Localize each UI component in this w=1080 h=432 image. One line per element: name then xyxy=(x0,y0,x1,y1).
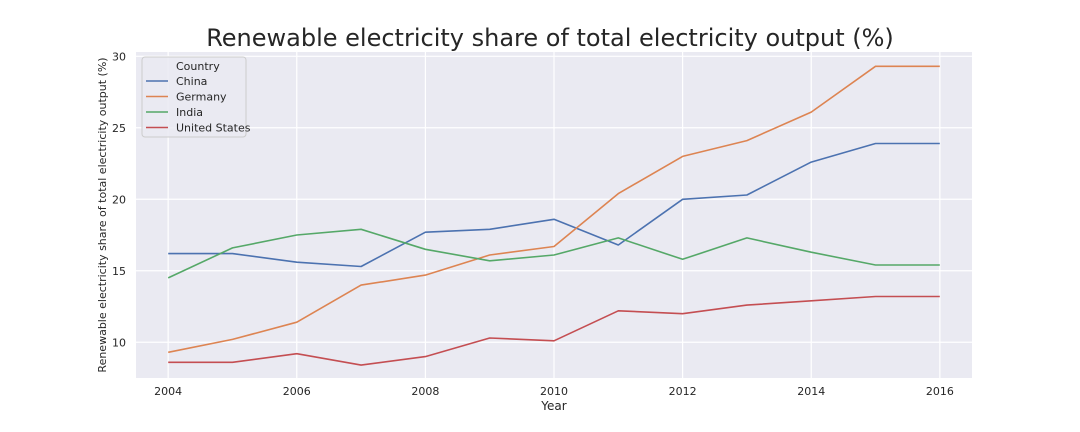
y-tick-label: 30 xyxy=(112,50,126,63)
x-tick-label: 2016 xyxy=(926,385,954,398)
x-tick-label: 2012 xyxy=(669,385,697,398)
legend-item-label: India xyxy=(176,106,203,119)
x-axis-ticks: 2004 2006 2008 2010 2012 2014 2016 xyxy=(154,385,954,398)
chart-title: Renewable electricity share of total ele… xyxy=(206,24,894,52)
y-tick-label: 10 xyxy=(112,336,126,349)
y-tick-label: 25 xyxy=(112,122,126,135)
grid-lines xyxy=(136,52,972,378)
series-line-united-states xyxy=(168,295,940,366)
y-axis-ticks: 10 15 20 25 30 xyxy=(112,50,126,349)
y-axis-label: Renewable electricity share of total ele… xyxy=(96,57,109,372)
legend-item-label: China xyxy=(176,75,207,88)
legend-box xyxy=(141,56,247,138)
x-tick-label: 2006 xyxy=(283,385,311,398)
series-lines xyxy=(167,65,940,366)
legend-items: China Germany India United States xyxy=(146,75,251,135)
legend-item-label: United States xyxy=(176,122,251,135)
series-line-germany xyxy=(168,65,940,354)
x-tick-label: 2004 xyxy=(154,385,182,398)
legend: Country China Germany India United States xyxy=(141,56,251,138)
series-line-china xyxy=(168,142,940,268)
x-tick-label: 2008 xyxy=(411,385,439,398)
y-tick-label: 15 xyxy=(112,265,126,278)
x-axis-label: Year xyxy=(540,399,566,413)
x-tick-label: 2010 xyxy=(540,385,568,398)
legend-title: Country xyxy=(176,60,220,73)
legend-item-label: Germany xyxy=(176,91,227,104)
y-tick-label: 20 xyxy=(112,193,126,206)
series-line-india xyxy=(167,228,940,279)
x-tick-label: 2014 xyxy=(797,385,825,398)
